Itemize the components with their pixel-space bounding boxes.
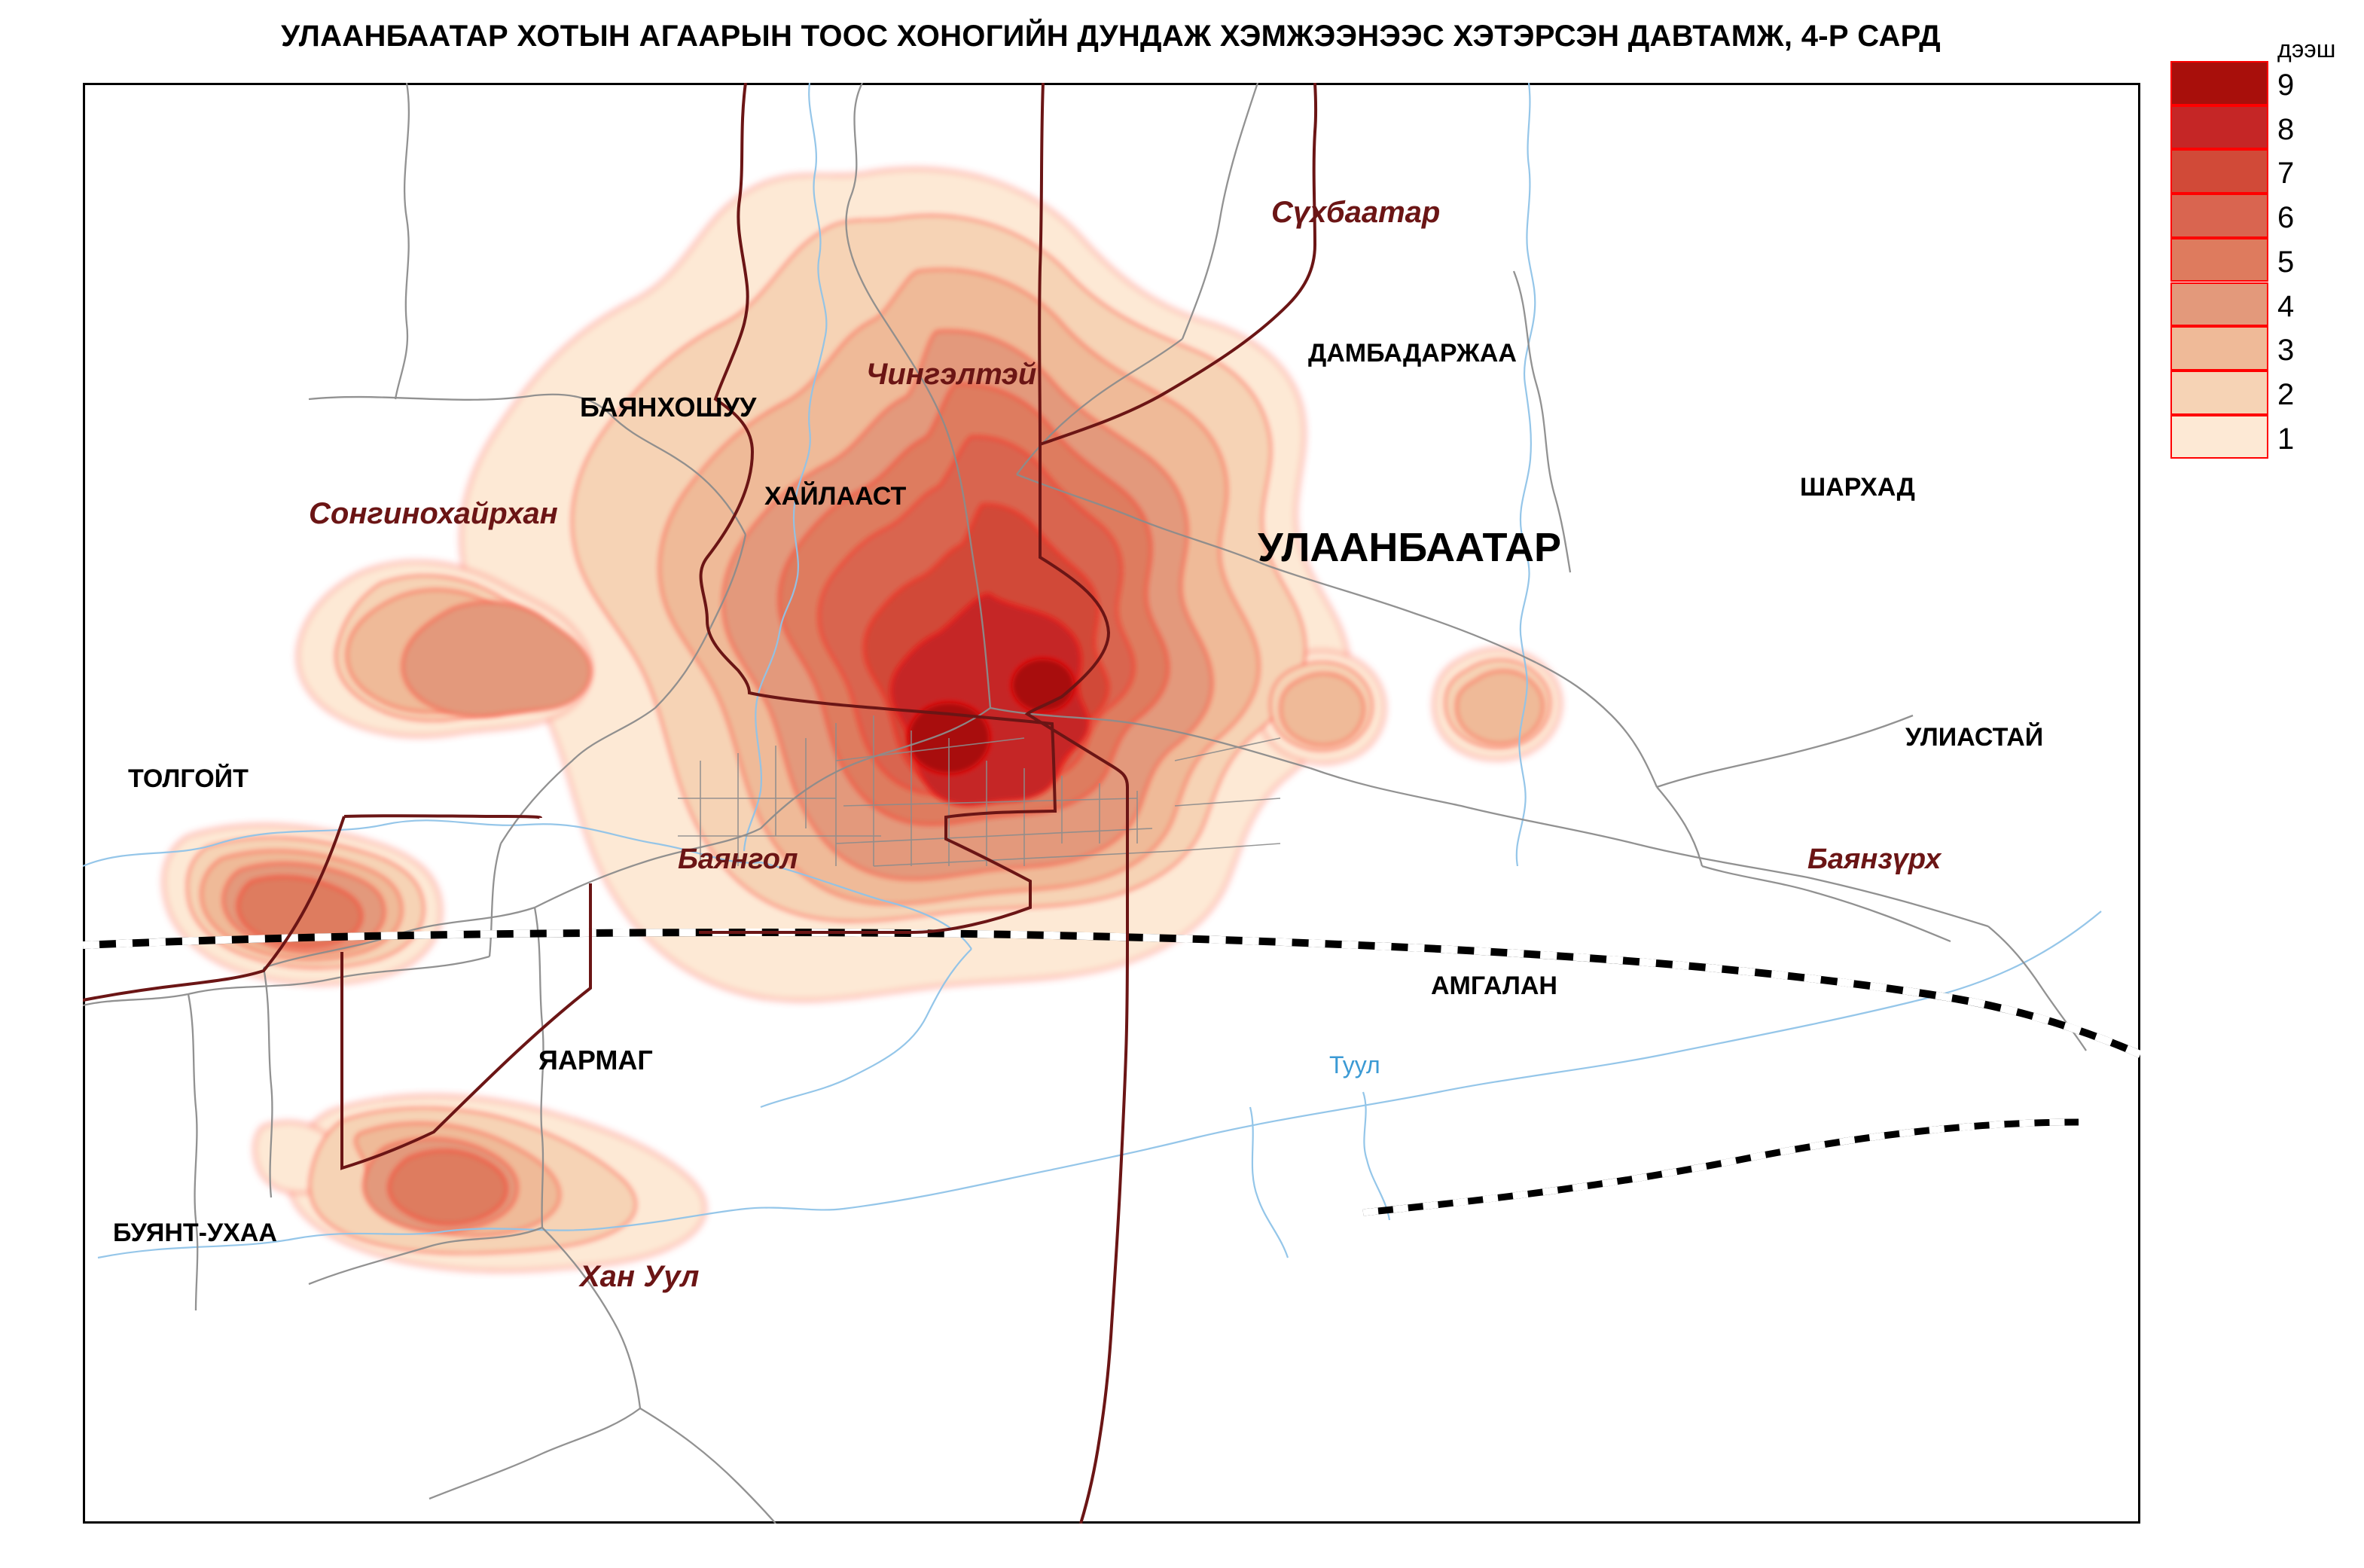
svg-text:Баянгол: Баянгол [678, 843, 798, 875]
svg-text:ДАМБАДАРЖАА: ДАМБАДАРЖАА [1308, 339, 1517, 368]
svg-text:АМГАЛАН: АМГАЛАН [1431, 972, 1557, 1000]
svg-text:БУЯНТ-УХАА: БУЯНТ-УХАА [113, 1219, 277, 1247]
svg-text:Чингэлтэй: Чингэлтэй [866, 358, 1036, 391]
svg-text:УЛААНБААТАР: УЛААНБААТАР [1258, 525, 1561, 570]
svg-text:БАЯНХОШУУ: БАЯНХОШУУ [580, 392, 757, 423]
svg-text:ШАРХАД: ШАРХАД [1800, 473, 1915, 502]
svg-text:Туул: Туул [1329, 1051, 1380, 1078]
svg-text:Сүхбаатар: Сүхбаатар [1271, 196, 1440, 229]
svg-text:УЛИАСТАЙ: УЛИАСТАЙ [1905, 722, 2043, 752]
svg-text:ЯАРМАГ: ЯАРМАГ [538, 1045, 653, 1075]
svg-text:Сонгинохайрхан: Сонгинохайрхан [309, 497, 558, 530]
svg-text:ХАЙЛААСТ: ХАЙЛААСТ [764, 481, 906, 511]
svg-text:Баянзүрх: Баянзүрх [1807, 843, 1942, 875]
svg-text:Хан Уул: Хан Уул [578, 1260, 700, 1293]
svg-text:ТОЛГОЙТ: ТОЛГОЙТ [128, 764, 249, 793]
